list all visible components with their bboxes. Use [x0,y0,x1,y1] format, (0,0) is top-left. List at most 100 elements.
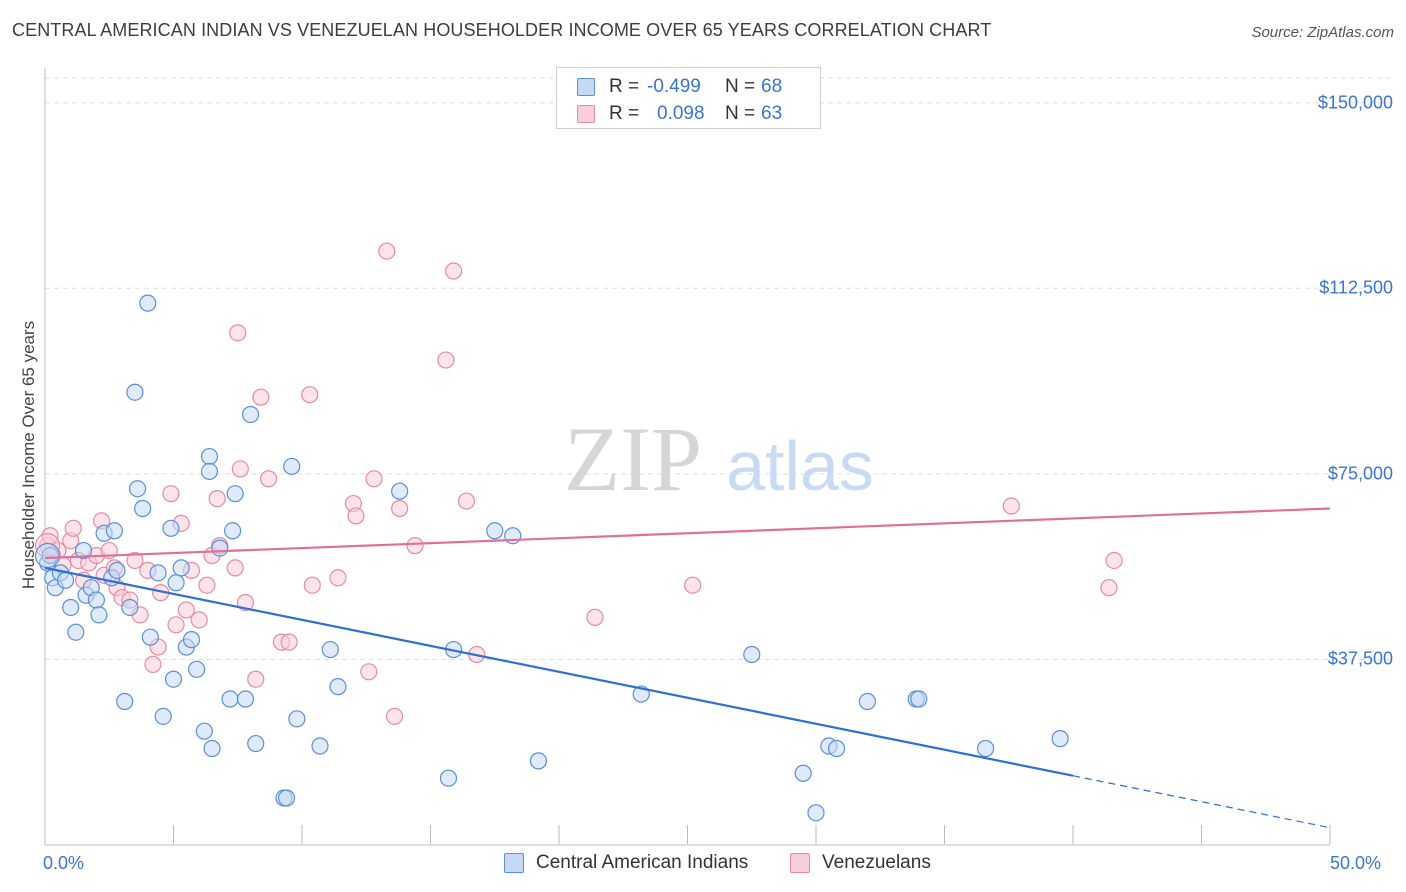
central-american-indian-point [200,447,219,466]
venezuelan-point [437,351,455,369]
watermark: ZIP atlas [564,408,874,510]
y-tick-label: $112,500 [1319,277,1393,298]
venezuelan-point [365,470,383,488]
central-american-indian-point [74,541,93,560]
legend-n-label: N = [725,76,756,97]
central-american-indian-point [247,734,265,753]
trend-lines [44,507,1331,829]
venezuelan-point [360,663,378,681]
series-swatch-blue [504,853,524,873]
central-american-indian-point [203,739,221,758]
venezuelan-point [144,655,162,673]
venezuelan-point [247,670,265,688]
venezuelan-point [1105,551,1123,570]
venezuelan-point [252,388,270,406]
central-american-indian-point [977,739,995,758]
central-american-indian-point [321,640,339,659]
central-american-indian-point [311,737,329,755]
venezuelan-point [226,559,244,577]
venezuelan-point [198,576,216,594]
y-tick-label: $150,000 [1317,92,1393,113]
central-american-indian-point [141,628,159,646]
central-american-indian-point [121,598,139,617]
watermark-zip: ZIP [564,408,702,510]
central-american-indian-point [910,690,928,708]
central-american-indian-point [236,690,255,708]
central-american-indian-point [827,739,846,758]
central-american-indian-point [195,722,213,740]
central-american-indian-point [439,769,458,787]
central-american-indian-point [283,457,301,476]
series-name-pink: Venezuelans [822,852,931,873]
venezuelan-point [445,262,463,280]
legend-n-value-pink: 63 [761,103,783,124]
central-american-indians-points [34,294,1069,822]
central-american-indian-point [162,519,180,537]
venezuelan-point [329,569,347,587]
central-american-indian-point [167,574,185,592]
central-american-indian-point [221,690,239,708]
blue-trend-line [44,566,1074,777]
central-american-indian-point [226,485,244,503]
central-american-indian-point [391,482,409,500]
venezuelan-point [259,470,278,488]
central-american-indian-point [329,678,347,696]
central-american-indian-point [62,598,80,617]
series-swatch-pink [790,853,810,873]
legend-n-label: N = [725,103,756,124]
series-legend-pink: Venezuelans [790,852,931,874]
central-american-indian-point [277,789,296,807]
central-american-indian-point [105,522,123,540]
grid-lines [45,77,1392,660]
series-name-blue: Central American Indians [536,852,749,873]
central-american-indian-point [164,670,183,688]
legend-swatch-blue [577,78,595,96]
central-american-indian-point [154,707,172,725]
x-tick-min: 0.0% [43,853,85,873]
correlation-legend: R = -0.499 N = 68 R = 0.098 N = 63 [556,67,821,129]
watermark-atlas: atlas [726,427,874,505]
venezuelan-point [231,460,249,478]
central-american-indian-point [126,383,144,401]
central-american-indian-point [116,692,134,711]
axes [44,68,1331,846]
legend-r-label: R = [609,76,640,97]
central-american-indian-point [182,631,201,649]
central-american-indian-point [67,623,85,641]
venezuelan-point [162,485,180,503]
central-american-indian-point [172,559,190,577]
central-american-indian-point [224,522,242,540]
x-tick-max: 50.0% [1330,853,1382,873]
series-legend-blue: Central American Indians [504,852,748,874]
central-american-indian-point [794,764,812,782]
venezuelan-point [280,633,298,651]
central-american-indian-point [139,294,157,312]
venezuelan-point [378,242,396,260]
legend-row-pink: R = 0.098 N = 63 [577,102,782,126]
venezuelan-point [301,386,319,404]
central-american-indian-point [211,539,229,557]
central-american-indian-point [743,645,761,664]
venezuelan-point [457,492,476,510]
pink-trend-line [44,507,1331,560]
blue-trend-extension [1072,775,1331,829]
legend-r-label: R = [609,103,640,124]
venezuelan-point [229,324,247,342]
central-american-indian-point [200,462,219,480]
central-american-indian-point [41,546,59,565]
venezuelan-point [391,499,409,518]
central-american-indian-point [90,606,108,624]
venezuelan-point [586,608,604,626]
venezuelan-point [1002,497,1020,515]
y-tick-label: $37,500 [1327,648,1393,669]
legend-r-value-blue: -0.499 [647,76,701,97]
source-credit: Source: ZipAtlas.com [1251,24,1394,41]
central-american-indian-point [128,480,147,498]
venezuelan-point [406,537,424,555]
central-american-indian-point [1051,730,1069,748]
venezuelan-point [303,576,321,594]
central-american-indian-point [807,804,825,822]
legend-n-value-blue: 68 [761,76,783,97]
venezuelan-point [684,576,702,594]
